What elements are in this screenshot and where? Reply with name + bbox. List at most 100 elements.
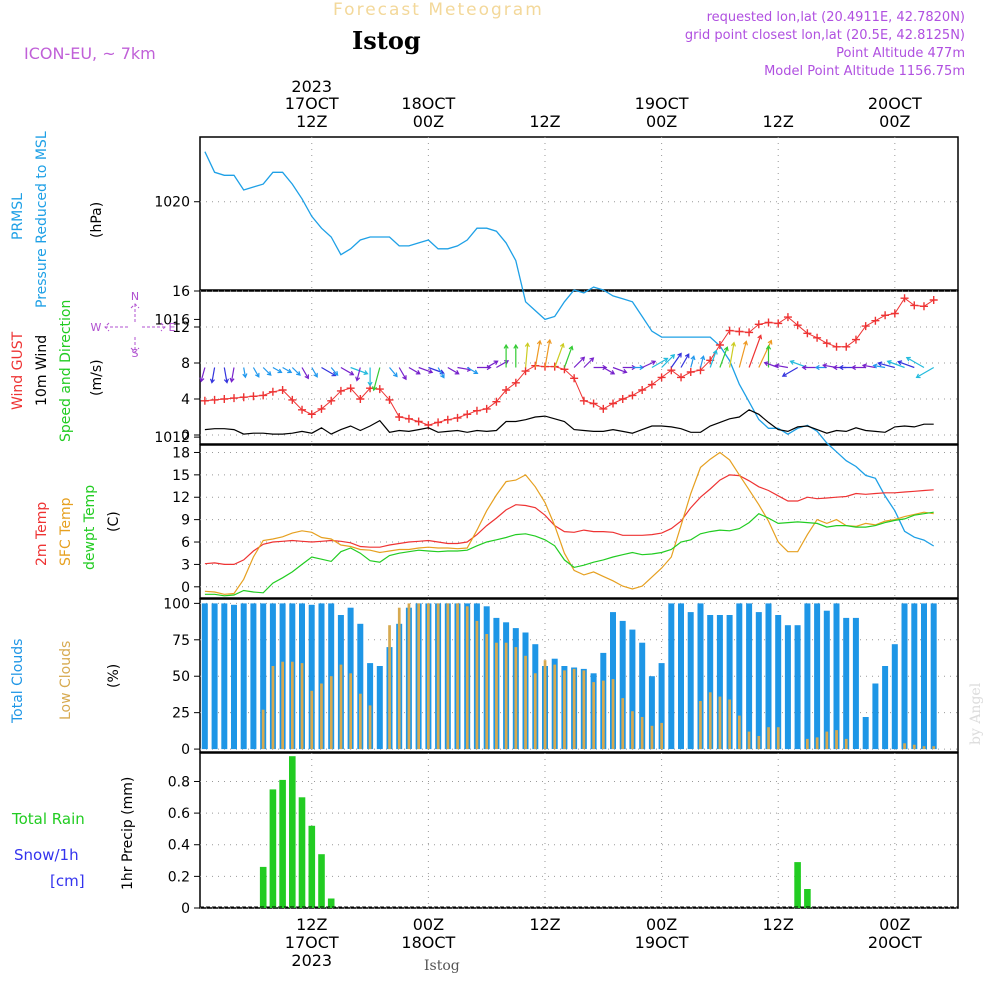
gust-marker [890,309,899,318]
wind-arrow [781,366,798,377]
wind-arrow [242,367,248,379]
wind-arrow [372,367,381,392]
cloud-bar-low [417,603,420,750]
rain-bar [327,898,335,908]
gust-marker [443,415,452,424]
gust-marker [589,399,598,408]
wind-arrow [886,360,905,369]
y-tick-label: 0 [181,580,190,596]
cloud-bar-total [250,603,257,750]
y-tick-label: 0 [181,428,190,444]
cloud-bar-low [815,737,819,750]
compass-west: W [91,321,102,334]
cloud-bar-total [736,603,743,750]
cloud-bar-low [728,699,731,749]
wind-arrow [252,367,260,378]
gust-marker [288,395,297,404]
gust-marker [667,366,676,375]
wind-arrow [408,366,421,375]
wind-arrow [367,367,373,387]
gust-marker [842,342,851,351]
gust-marker [774,319,783,328]
gust-marker [210,395,219,404]
gust-marker [618,395,627,403]
top-date-label: 17OCT [285,94,339,113]
cloud-bar-low [708,692,712,750]
cloud-bar-total [678,603,684,750]
compass-rose-icon [104,303,166,353]
y-tick-label: 18 [172,445,190,461]
y-tick-label: 0 [181,901,190,917]
cloud-bar-low [436,603,440,750]
cloud-bar-low [631,711,634,750]
cloud-bar-low [514,647,518,750]
cloud-bar-low [660,722,663,750]
series-line-gust [204,297,934,426]
wind-arrow [748,334,763,368]
cloud-bar-total [707,615,714,750]
bottom-year-label: 2023 [291,951,332,970]
top-date-label: 18OCT [401,94,455,113]
gust-marker [356,395,365,403]
cloud-bar-total [221,603,228,750]
gust-marker [502,386,511,394]
rain-bar [794,862,801,908]
gust-marker [375,385,384,394]
gust-marker [677,373,686,382]
cloud-bar-low [300,663,304,750]
y-tick-label: 4 [181,392,190,408]
gust-marker [929,296,938,304]
rain-label: Total Rain [12,810,85,828]
gust-marker [268,387,277,396]
cloud-bar-low [767,727,770,750]
cloud-bar-total [658,663,665,750]
compass-east: E [169,321,176,334]
wind-arrow [554,342,565,368]
wind-arrow [661,353,676,368]
wind-arrow [905,356,925,369]
wind-arrow [524,342,530,368]
wind-arrow [801,364,818,371]
gust-marker [822,339,831,348]
series-line-10m-wind [204,409,934,435]
cloud-bar-total [794,625,801,750]
cloud-bar-total [376,666,383,750]
cloud-bar-low [368,705,372,750]
gust-marker [871,316,880,325]
gust-marker [317,404,326,413]
y-tick-label: 25 [172,706,190,722]
cloud-bar-low [592,682,595,750]
wind-arrow [602,366,616,375]
cloud-bar-total [231,604,237,750]
wind-arrow [398,367,407,381]
cloud-bar-low [563,670,566,750]
wind-arrow [340,366,355,376]
wind-arrow [513,343,519,368]
gust-marker [220,395,229,403]
wind-arrow [330,367,339,376]
bottom-date-label: 20OCT [868,933,922,952]
gust-marker [657,373,666,382]
gust-marker [200,396,209,405]
wind-arrow [544,338,552,368]
wind-arrow [466,366,479,374]
gust-marker [259,391,268,400]
wind-arrow [301,367,309,380]
cloud-bar-total [716,615,723,750]
cloud-bar-low [533,673,537,750]
bottom-hour-label: 00Z [879,915,910,934]
gust-marker [803,329,812,338]
wind-arrow [738,340,748,368]
top-hour-label: 00Z [646,112,677,131]
cloud-bar-total [260,603,267,750]
gust-marker [307,410,316,419]
cloud-bar-total [619,620,626,750]
cloud-bar-total [911,603,918,750]
wind-arrow [709,349,718,368]
cloud-bar-low [320,683,323,750]
cloud-bar-low [582,670,586,750]
cloud-bar-total [814,603,821,750]
wind-arrow [763,361,779,369]
cloud-bar-total [921,603,927,750]
wind-arrow [758,339,773,368]
